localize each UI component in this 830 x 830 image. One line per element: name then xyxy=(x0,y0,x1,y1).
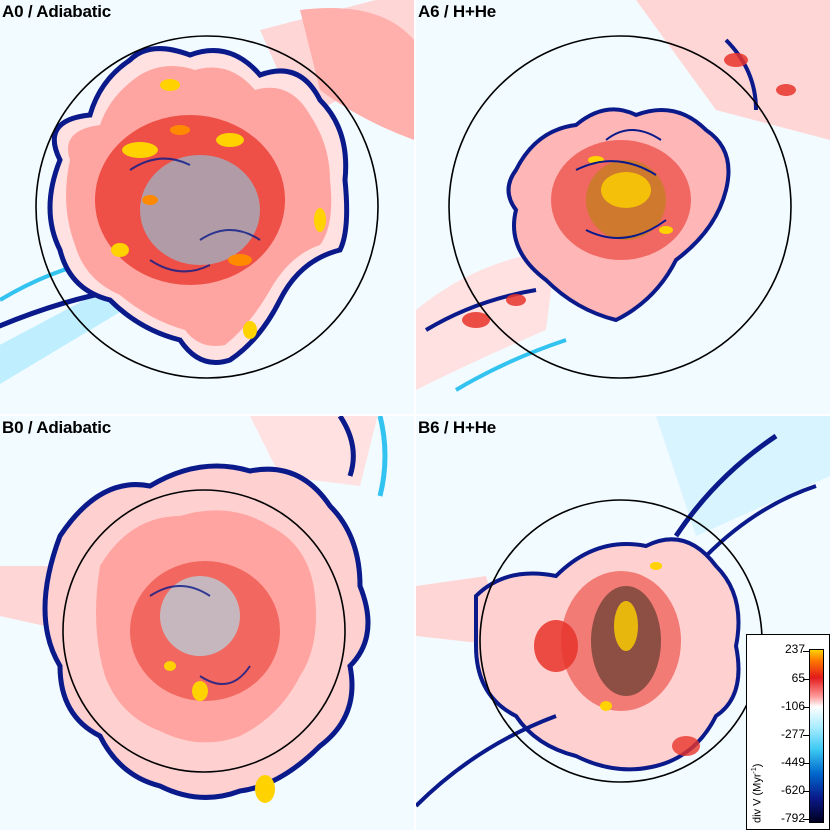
colorbar-tick-mark xyxy=(803,819,809,820)
colorbar-tick-label: 65 xyxy=(791,671,805,685)
virial-radius-circle xyxy=(35,35,379,379)
colorbar-gradient xyxy=(809,649,824,823)
colorbar-tick-label: -620 xyxy=(780,783,805,797)
panel-a0: A0 / Adiabatic xyxy=(0,0,414,414)
colorbar-tick-mark xyxy=(803,707,809,708)
colorbar-title: div V (Myr-1) xyxy=(751,764,764,823)
panel-label: B0 / Adiabatic xyxy=(2,418,111,437)
panel-b6: B6 / H+He xyxy=(416,416,830,830)
divergence-map-b0 xyxy=(0,416,414,830)
divergence-map-a0 xyxy=(0,0,414,414)
colorbar-tick-label: -792 xyxy=(780,811,805,825)
colorbar-tick-label: 237 xyxy=(784,642,805,656)
colorbar-tick-mark xyxy=(803,679,809,680)
colorbar-title-exponent: -1 xyxy=(751,767,758,774)
virial-radius-circle xyxy=(448,35,792,379)
panel-label: B6 / H+He xyxy=(418,418,497,437)
colorbar-tick-mark xyxy=(803,763,809,764)
virial-radius-circle xyxy=(62,489,346,773)
colorbar-tick-label: -449 xyxy=(780,755,805,769)
colorbar-tick-mark xyxy=(803,735,809,736)
colorbar-title-close: ) xyxy=(751,763,764,768)
colorbar-tick-mark xyxy=(803,791,809,792)
panel-label: A6 / H+He xyxy=(418,2,497,21)
colorbar-tick-label: -106 xyxy=(780,699,805,713)
panel-b0: B0 / Adiabatic xyxy=(0,416,414,830)
panel-label: A0 / Adiabatic xyxy=(2,2,111,21)
panel-a6: A6 / H+He xyxy=(416,0,830,414)
colorbar-title-text: div V (Myr xyxy=(751,773,764,824)
colorbar-tick-mark xyxy=(803,651,809,652)
divergence-map-a6 xyxy=(416,0,830,414)
colorbar: 237 65 -106 -277 -449 -620 -792 div V (M… xyxy=(746,634,830,830)
colorbar-tick-label: -277 xyxy=(780,727,805,741)
